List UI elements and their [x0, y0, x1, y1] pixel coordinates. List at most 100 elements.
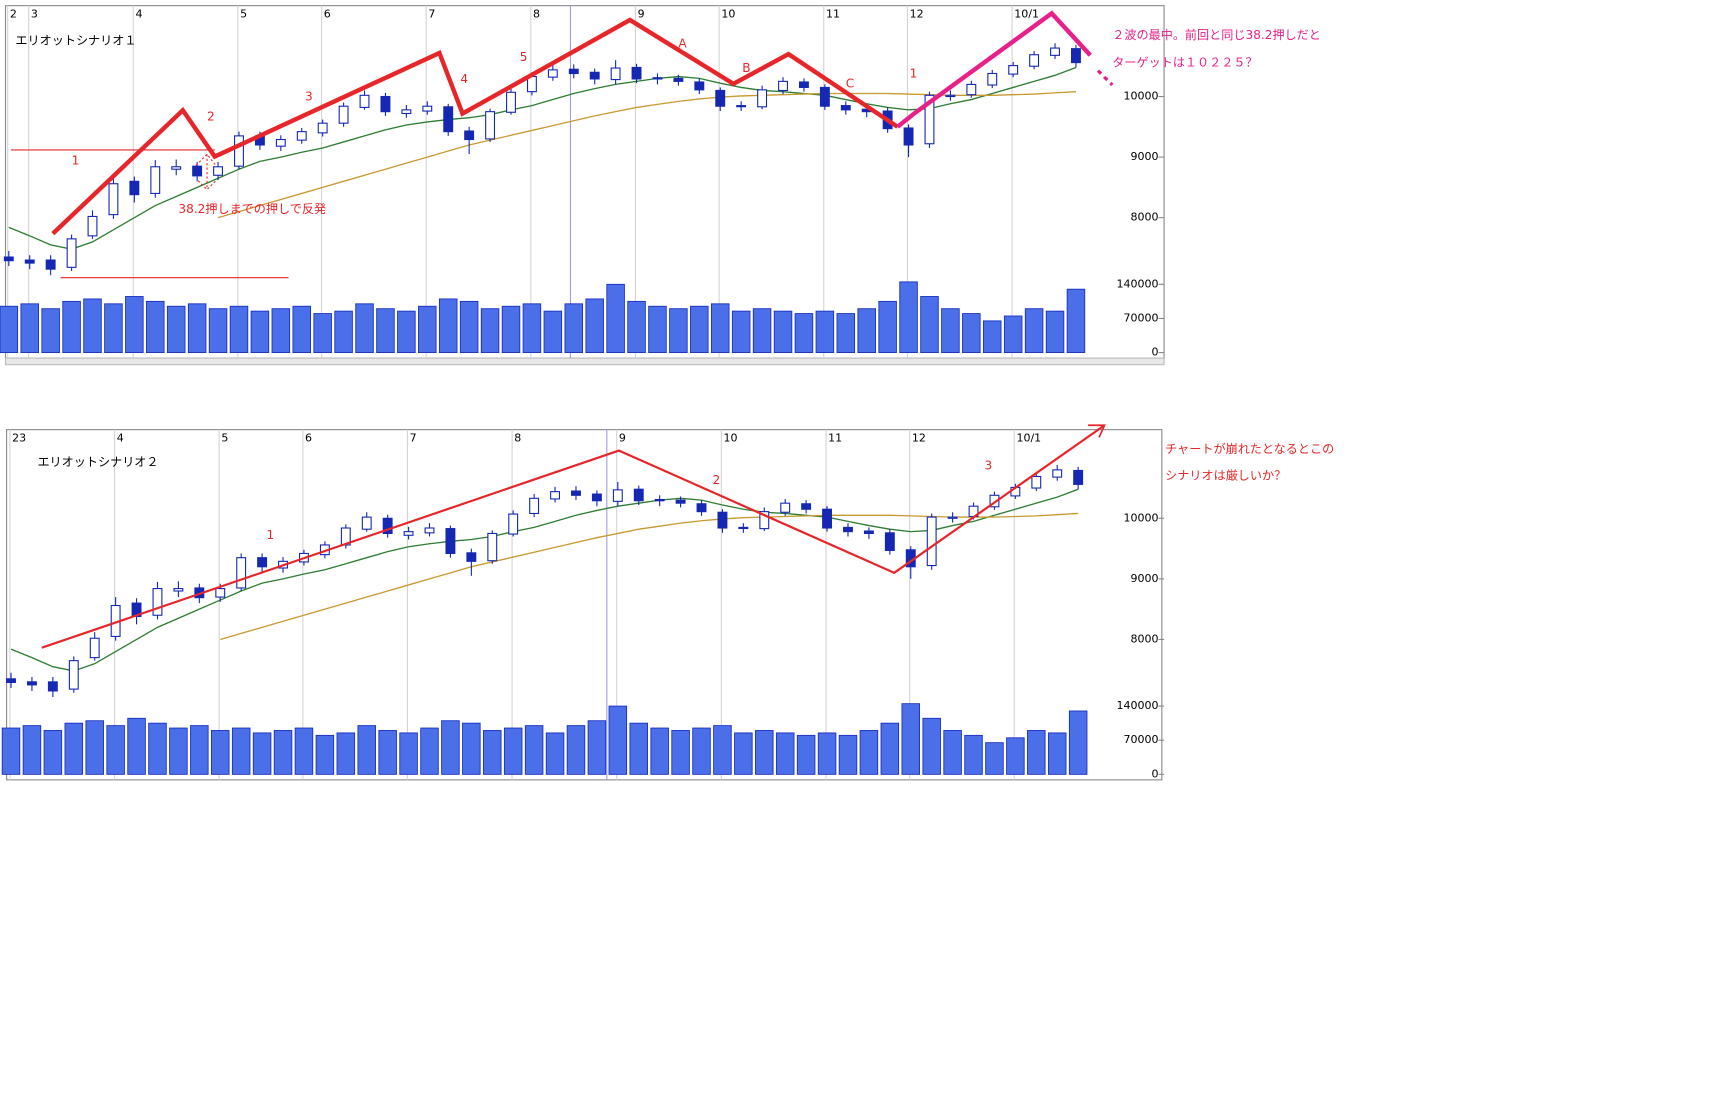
volume-bar: [127, 717, 146, 775]
y-tick-label: 70000: [1124, 733, 1159, 746]
y-tick-label: 8000: [1131, 211, 1159, 224]
wave-line: [41, 424, 1106, 649]
volume-bar: [1027, 730, 1046, 775]
wave-line: [51, 17, 899, 236]
x-tick-label: 5: [240, 7, 247, 20]
candle-body: [843, 526, 853, 533]
candle-body: [987, 72, 998, 86]
x-tick-label: 3: [31, 7, 38, 20]
volume-bar: [545, 732, 565, 775]
wave-label: 1: [267, 528, 275, 542]
moving-average: [10, 488, 1079, 672]
candle-body: [129, 180, 140, 196]
volume-bar: [669, 308, 688, 354]
chart-title: エリオットシナリオ１: [15, 33, 136, 47]
x-tick-label: 8: [514, 431, 521, 444]
volume-bar: [755, 730, 774, 775]
candle-body: [547, 69, 558, 78]
volume-bar: [22, 725, 42, 775]
candle-body: [1029, 54, 1040, 67]
candle-body: [1050, 47, 1060, 56]
y-tick-label: 9000: [1131, 572, 1159, 585]
volume-bar: [41, 308, 60, 354]
x-tick-label: 4: [117, 431, 124, 444]
volume-bar: [752, 308, 772, 354]
candle-body: [317, 122, 328, 134]
candle-body: [487, 532, 498, 562]
volume-bar: [964, 734, 983, 775]
candle-body: [694, 81, 705, 91]
y-tick-label: 0: [1152, 346, 1159, 359]
volume-bar: [166, 305, 186, 354]
volume-bar: [859, 730, 879, 775]
candle-body: [506, 91, 516, 113]
candle-body: [443, 106, 454, 133]
candle-body: [403, 531, 414, 536]
volume-bar: [943, 730, 962, 775]
volume-bar: [941, 308, 960, 354]
volume-bar: [922, 717, 941, 775]
wave-label: A: [678, 37, 687, 51]
wave-label: B: [742, 61, 750, 75]
candle-body: [234, 135, 244, 167]
volume-bar: [773, 310, 793, 354]
volume-bar: [838, 734, 858, 775]
volume-bar: [524, 725, 544, 775]
candle-body: [529, 497, 540, 515]
volume-bar: [397, 310, 416, 354]
volume-bar: [899, 281, 918, 354]
volume-bar: [585, 298, 604, 354]
candle-body: [568, 68, 579, 75]
candle-body: [1031, 475, 1042, 489]
volume-bar: [190, 725, 209, 775]
scrollbar[interactable]: [4, 357, 1165, 366]
volume-bar: [608, 705, 628, 775]
volume-bar: [64, 722, 84, 775]
candle-body: [715, 89, 726, 107]
candle-body: [422, 105, 433, 112]
arrow-head: [1088, 424, 1106, 438]
candle-body: [382, 517, 393, 535]
wave-label: 2: [713, 473, 721, 487]
candle-body: [89, 637, 100, 659]
x-tick-label: 11: [828, 431, 842, 444]
volume-bar: [480, 308, 500, 354]
chart-2: 23 4 5 6 7 8 9 10 11 12 10/18000900010000070000140…: [1, 429, 1165, 780]
volume-bar: [62, 300, 81, 354]
candle-body: [464, 130, 475, 141]
candle-body: [757, 89, 768, 108]
x-tick-label: 10/1: [1014, 7, 1039, 20]
volume-bar: [0, 305, 19, 354]
candle-body: [1052, 469, 1063, 478]
candle-body: [47, 681, 58, 692]
candle-body: [801, 503, 812, 510]
candle-body: [45, 259, 56, 270]
wave-label: 3: [305, 90, 313, 104]
y-tick-label: 8000: [1131, 632, 1159, 645]
x-tick-label: 9: [619, 431, 626, 444]
x-tick-label: 9: [638, 7, 645, 20]
candle-body: [738, 526, 749, 530]
volume-bar: [564, 303, 584, 354]
x-tick-label: 23: [12, 431, 26, 444]
x-tick-label: 11: [826, 7, 840, 20]
wave-line: [896, 10, 1092, 129]
x-tick-label: 2: [10, 7, 17, 20]
volume-bar: [566, 725, 586, 775]
volume-bar: [1024, 308, 1044, 354]
candle-body: [152, 588, 163, 616]
volume-bar: [438, 298, 458, 354]
candle-body: [213, 166, 224, 176]
volume-bar: [355, 303, 374, 354]
candle-body: [485, 111, 496, 140]
volume-bar: [273, 730, 293, 775]
candle-body: [654, 498, 665, 502]
volume-bar: [229, 305, 249, 354]
candle-body: [215, 588, 226, 598]
pullback-arrow: [195, 153, 217, 191]
candle-body: [380, 95, 391, 113]
volume-bar: [1, 727, 21, 775]
volume-bar: [857, 308, 876, 354]
candle-body: [359, 94, 370, 108]
volume-bar: [815, 310, 835, 354]
